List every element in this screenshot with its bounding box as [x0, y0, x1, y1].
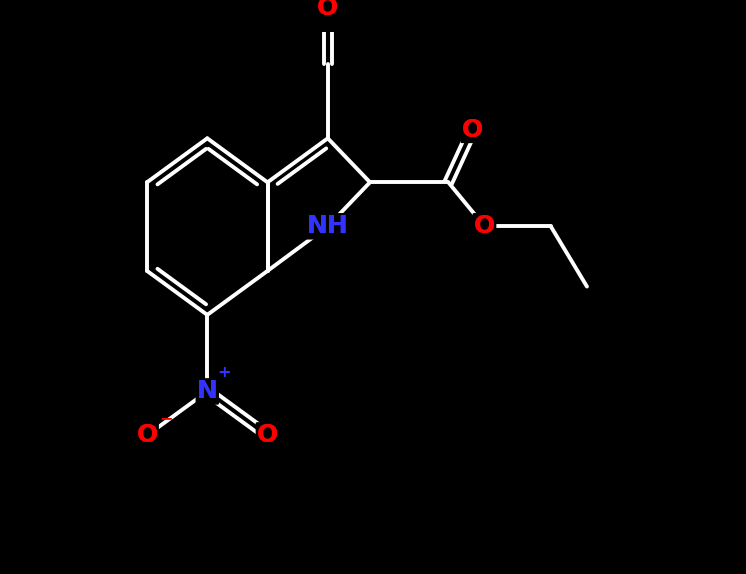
Text: O: O	[474, 214, 495, 238]
Text: O: O	[474, 214, 495, 238]
Text: N: N	[197, 379, 218, 404]
Text: O: O	[462, 118, 483, 142]
Text: O: O	[317, 0, 339, 20]
Text: N: N	[197, 379, 218, 404]
Text: −: −	[160, 411, 173, 426]
Text: O: O	[137, 424, 157, 447]
Text: O: O	[137, 424, 157, 447]
Text: N: N	[197, 379, 218, 404]
Text: O: O	[257, 424, 278, 447]
Text: O: O	[257, 424, 278, 447]
Text: NH: NH	[307, 214, 348, 238]
Text: O: O	[317, 0, 339, 20]
Text: O: O	[474, 214, 495, 238]
Text: O: O	[137, 424, 157, 447]
Text: O: O	[462, 118, 483, 142]
Text: NH: NH	[307, 214, 348, 238]
Text: +: +	[217, 364, 231, 379]
Text: O: O	[317, 0, 339, 20]
Text: NH: NH	[307, 214, 348, 238]
Text: O: O	[257, 424, 278, 447]
Text: O: O	[462, 118, 483, 142]
